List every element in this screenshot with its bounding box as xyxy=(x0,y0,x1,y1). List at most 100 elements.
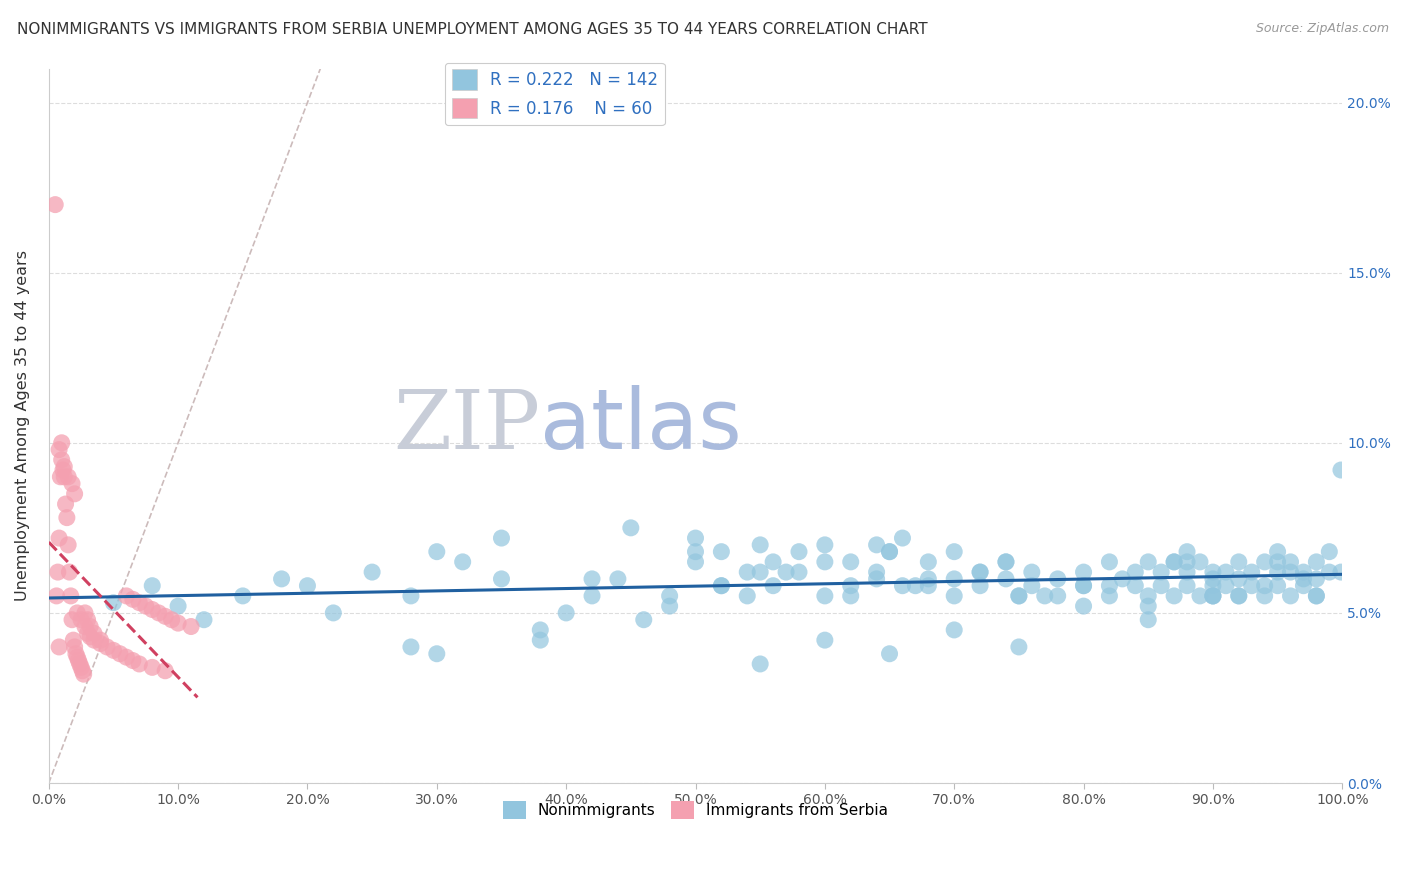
Point xyxy=(60,613,83,627)
Point xyxy=(917,555,939,569)
Point xyxy=(46,565,69,579)
Point xyxy=(1150,565,1173,579)
Point xyxy=(710,579,733,593)
Point xyxy=(1137,599,1160,613)
Legend: Nonimmigrants, Immigrants from Serbia: Nonimmigrants, Immigrants from Serbia xyxy=(496,795,894,825)
Text: Source: ZipAtlas.com: Source: ZipAtlas.com xyxy=(1256,22,1389,36)
Point xyxy=(814,633,837,648)
Point xyxy=(1073,599,1095,613)
Point xyxy=(1305,572,1327,586)
Point xyxy=(879,544,901,558)
Point xyxy=(814,555,837,569)
Point xyxy=(1163,555,1185,569)
Point xyxy=(633,613,655,627)
Point xyxy=(1163,589,1185,603)
Point xyxy=(60,476,83,491)
Point xyxy=(1279,589,1302,603)
Point xyxy=(814,538,837,552)
Point xyxy=(969,579,991,593)
Point xyxy=(943,623,966,637)
Point xyxy=(1330,565,1353,579)
Point xyxy=(1202,589,1225,603)
Point xyxy=(555,606,578,620)
Point xyxy=(685,531,707,545)
Point xyxy=(1137,555,1160,569)
Point xyxy=(1240,579,1263,593)
Point xyxy=(1292,572,1315,586)
Point xyxy=(45,589,67,603)
Point xyxy=(1240,565,1263,579)
Point xyxy=(51,452,73,467)
Y-axis label: Unemployment Among Ages 35 to 44 years: Unemployment Among Ages 35 to 44 years xyxy=(15,251,30,601)
Point xyxy=(762,555,785,569)
Point xyxy=(63,640,86,654)
Point xyxy=(1098,589,1121,603)
Point xyxy=(943,589,966,603)
Point xyxy=(1305,589,1327,603)
Point xyxy=(1137,613,1160,627)
Point xyxy=(1227,555,1250,569)
Point xyxy=(1046,572,1069,586)
Point xyxy=(1253,555,1275,569)
Point xyxy=(1292,565,1315,579)
Point xyxy=(865,572,887,586)
Point xyxy=(73,619,96,633)
Point xyxy=(1317,565,1340,579)
Point xyxy=(426,544,449,558)
Point xyxy=(491,572,513,586)
Point xyxy=(115,589,138,603)
Point xyxy=(943,544,966,558)
Point xyxy=(56,470,79,484)
Point xyxy=(58,565,80,579)
Point xyxy=(969,565,991,579)
Point xyxy=(839,579,862,593)
Point xyxy=(66,606,89,620)
Point xyxy=(1188,589,1211,603)
Point xyxy=(1188,555,1211,569)
Point xyxy=(1267,579,1289,593)
Point xyxy=(1021,579,1043,593)
Point xyxy=(65,647,87,661)
Point xyxy=(658,599,681,613)
Point xyxy=(121,592,143,607)
Point xyxy=(710,544,733,558)
Point xyxy=(135,599,157,613)
Point xyxy=(1175,565,1198,579)
Point xyxy=(44,197,66,211)
Point xyxy=(141,579,163,593)
Point xyxy=(994,555,1017,569)
Point xyxy=(1175,579,1198,593)
Point xyxy=(1008,589,1031,603)
Point xyxy=(735,589,758,603)
Point xyxy=(1227,589,1250,603)
Point xyxy=(193,613,215,627)
Point xyxy=(685,544,707,558)
Point xyxy=(762,579,785,593)
Point xyxy=(322,606,344,620)
Point xyxy=(1253,589,1275,603)
Point xyxy=(1163,555,1185,569)
Point xyxy=(1046,589,1069,603)
Point xyxy=(1123,565,1146,579)
Point xyxy=(1137,589,1160,603)
Point xyxy=(1008,589,1031,603)
Point xyxy=(66,650,89,665)
Point xyxy=(529,633,551,648)
Point xyxy=(749,657,772,671)
Point xyxy=(685,555,707,569)
Point xyxy=(1098,579,1121,593)
Point xyxy=(1175,544,1198,558)
Point xyxy=(1292,579,1315,593)
Point xyxy=(787,565,810,579)
Point xyxy=(67,654,90,668)
Point xyxy=(1279,555,1302,569)
Point xyxy=(917,572,939,586)
Point xyxy=(1215,579,1237,593)
Point xyxy=(814,589,837,603)
Text: ZIP: ZIP xyxy=(394,385,540,466)
Point xyxy=(53,470,76,484)
Point xyxy=(49,470,72,484)
Point xyxy=(1111,572,1133,586)
Point xyxy=(48,531,70,545)
Point xyxy=(749,565,772,579)
